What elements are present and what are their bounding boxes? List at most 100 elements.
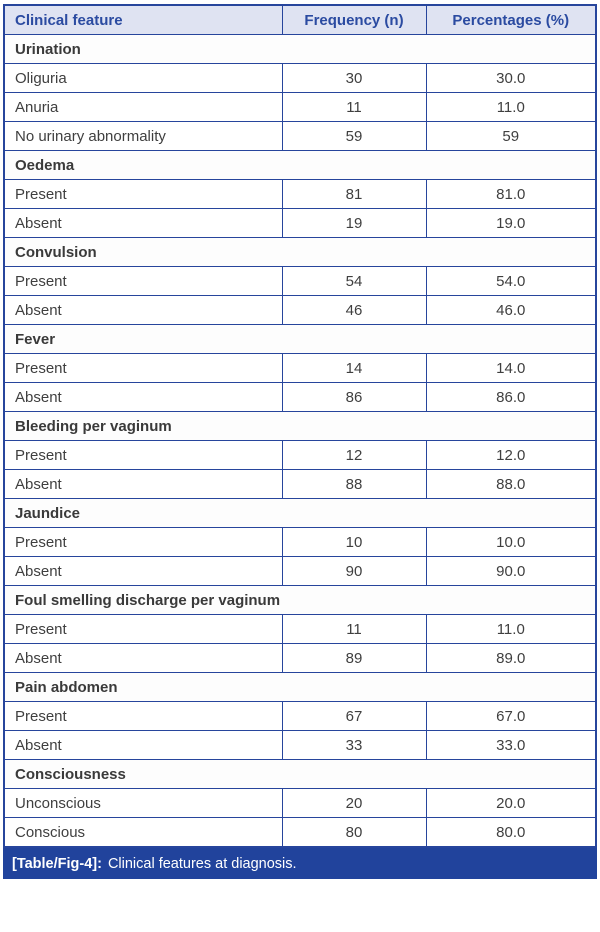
frequency-cell: 81 — [281, 179, 427, 209]
caption-text: Clinical features at diagnosis. — [107, 855, 297, 872]
section-row: Consciousness — [3, 759, 597, 789]
feature-cell: Present — [3, 440, 283, 470]
percentage-cell: 20.0 — [425, 788, 597, 818]
percentage-cell: 88.0 — [425, 469, 597, 499]
feature-cell: Absent — [3, 556, 283, 586]
percentage-cell: 46.0 — [425, 295, 597, 325]
section-title: Urination — [3, 34, 597, 64]
clinical-features-table: Clinical feature Frequency (n) Percentag… — [3, 4, 597, 848]
feature-cell: Absent — [3, 469, 283, 499]
frequency-cell: 30 — [281, 63, 427, 93]
feature-cell: Absent — [3, 295, 283, 325]
feature-cell: Absent — [3, 382, 283, 412]
frequency-cell: 11 — [281, 614, 427, 644]
section-row: Fever — [3, 324, 597, 354]
section-title: Foul smelling discharge per vaginum — [3, 585, 597, 615]
feature-cell: Oliguria — [3, 63, 283, 93]
frequency-cell: 88 — [281, 469, 427, 499]
header-clinical-feature: Clinical feature — [3, 4, 283, 35]
section-row: Oedema — [3, 150, 597, 180]
percentage-cell: 19.0 — [425, 208, 597, 238]
section-row: Jaundice — [3, 498, 597, 528]
section-row: Urination — [3, 34, 597, 64]
section-title: Convulsion — [3, 237, 597, 267]
table-row: Absent 89 89.0 — [3, 643, 597, 673]
section-row: Pain abdomen — [3, 672, 597, 702]
feature-cell: Present — [3, 614, 283, 644]
percentage-cell: 90.0 — [425, 556, 597, 586]
table-caption-bar: [Table/Fig-4]: Clinical features at diag… — [3, 848, 597, 879]
percentage-cell: 86.0 — [425, 382, 597, 412]
table-header: Clinical feature Frequency (n) Percentag… — [3, 4, 597, 35]
frequency-cell: 10 — [281, 527, 427, 557]
feature-cell: Unconscious — [3, 788, 283, 818]
frequency-cell: 11 — [281, 92, 427, 122]
feature-cell: Present — [3, 353, 283, 383]
percentage-cell: 11.0 — [425, 92, 597, 122]
percentage-cell: 33.0 — [425, 730, 597, 760]
percentage-cell: 81.0 — [425, 179, 597, 209]
frequency-cell: 33 — [281, 730, 427, 760]
percentage-cell: 54.0 — [425, 266, 597, 296]
section-row: Bleeding per vaginum — [3, 411, 597, 441]
table-row: Present 54 54.0 — [3, 266, 597, 296]
percentage-cell: 59 — [425, 121, 597, 151]
table-row: Present 67 67.0 — [3, 701, 597, 731]
caption-tag: [Table/Fig-4]: — [12, 855, 102, 872]
section-row: Foul smelling discharge per vaginum — [3, 585, 597, 615]
percentage-cell: 80.0 — [425, 817, 597, 848]
feature-cell: Present — [3, 701, 283, 731]
section-row: Convulsion — [3, 237, 597, 267]
feature-cell: Absent — [3, 730, 283, 760]
feature-cell: Present — [3, 179, 283, 209]
table-row: Absent 46 46.0 — [3, 295, 597, 325]
table-row: No urinary abnormality 59 59 — [3, 121, 597, 151]
frequency-cell: 19 — [281, 208, 427, 238]
header-row: Clinical feature Frequency (n) Percentag… — [3, 4, 597, 35]
percentage-cell: 67.0 — [425, 701, 597, 731]
table-body: Urination Oliguria 30 30.0 Anuria 11 11.0 No ur… — [3, 34, 597, 848]
table-row: Present 10 10.0 — [3, 527, 597, 557]
frequency-cell: 46 — [281, 295, 427, 325]
header-frequency: Frequency (n) — [281, 4, 427, 35]
feature-cell: Present — [3, 527, 283, 557]
frequency-cell: 12 — [281, 440, 427, 470]
frequency-cell: 54 — [281, 266, 427, 296]
frequency-cell: 14 — [281, 353, 427, 383]
section-title: Oedema — [3, 150, 597, 180]
frequency-cell: 67 — [281, 701, 427, 731]
section-title: Fever — [3, 324, 597, 354]
table-row: Absent 88 88.0 — [3, 469, 597, 499]
frequency-cell: 86 — [281, 382, 427, 412]
section-title: Pain abdomen — [3, 672, 597, 702]
feature-cell: No urinary abnormality — [3, 121, 283, 151]
table-row: Present 12 12.0 — [3, 440, 597, 470]
table-row: Unconscious 20 20.0 — [3, 788, 597, 818]
table-row: Oliguria 30 30.0 — [3, 63, 597, 93]
table-row: Present 14 14.0 — [3, 353, 597, 383]
feature-cell: Absent — [3, 643, 283, 673]
section-title: Jaundice — [3, 498, 597, 528]
feature-cell: Absent — [3, 208, 283, 238]
table-row: Conscious 80 80.0 — [3, 817, 597, 848]
percentage-cell: 11.0 — [425, 614, 597, 644]
frequency-cell: 20 — [281, 788, 427, 818]
frequency-cell: 89 — [281, 643, 427, 673]
percentage-cell: 30.0 — [425, 63, 597, 93]
table-row: Present 11 11.0 — [3, 614, 597, 644]
table-row: Anuria 11 11.0 — [3, 92, 597, 122]
percentage-cell: 89.0 — [425, 643, 597, 673]
section-title: Consciousness — [3, 759, 597, 789]
frequency-cell: 80 — [281, 817, 427, 848]
section-title: Bleeding per vaginum — [3, 411, 597, 441]
table-row: Absent 19 19.0 — [3, 208, 597, 238]
header-percentages: Percentages (%) — [425, 4, 597, 35]
percentage-cell: 12.0 — [425, 440, 597, 470]
percentage-cell: 14.0 — [425, 353, 597, 383]
feature-cell: Conscious — [3, 817, 283, 848]
table-row: Present 81 81.0 — [3, 179, 597, 209]
feature-cell: Present — [3, 266, 283, 296]
table-row: Absent 86 86.0 — [3, 382, 597, 412]
table-row: Absent 90 90.0 — [3, 556, 597, 586]
